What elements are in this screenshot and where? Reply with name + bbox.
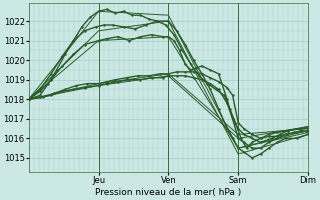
X-axis label: Pression niveau de la mer( hPa ): Pression niveau de la mer( hPa ) [95, 188, 242, 197]
